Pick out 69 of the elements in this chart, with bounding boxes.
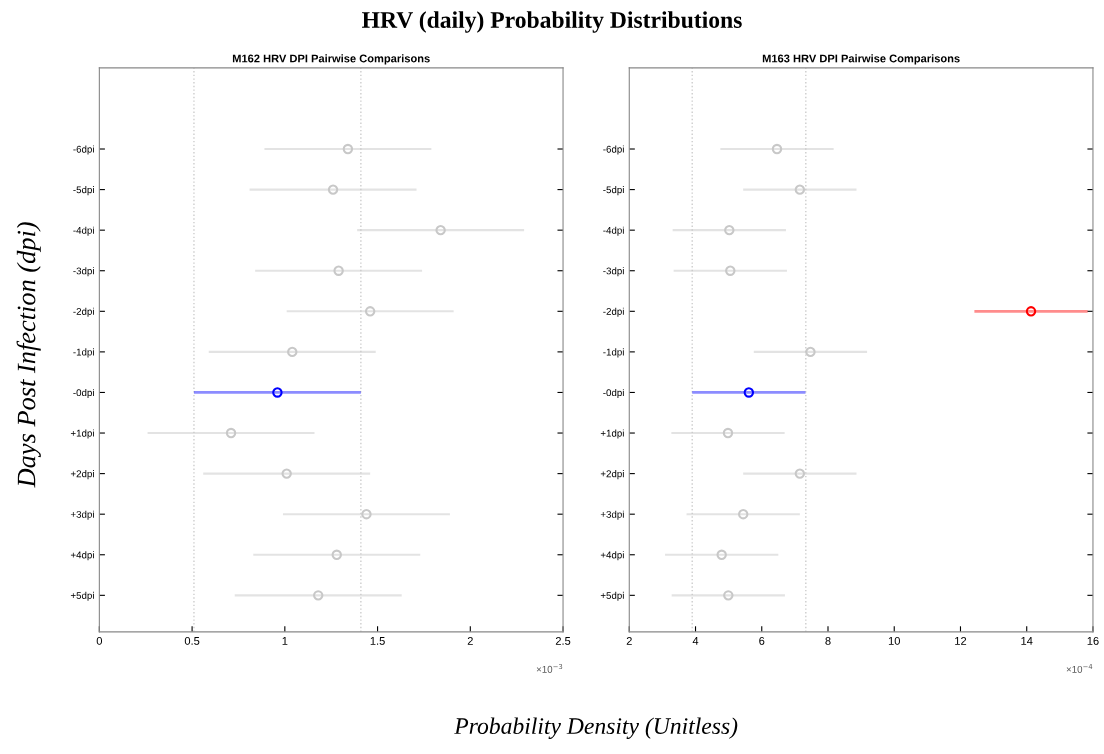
text: Days Post Infection (dpi)	[16, 222, 41, 488]
point	[361, 508, 372, 520]
x-tick-label: 14	[1021, 637, 1033, 645]
y-tick-label: +3dpi	[600, 510, 624, 520]
text: ×10$^{−4}$	[1066, 663, 1093, 673]
y-tick-label: +1dpi	[70, 429, 94, 439]
y-tick-label: -0dpi	[603, 388, 624, 398]
y-tick-label: +5dpi	[600, 591, 624, 601]
x-tick-label: 4	[692, 637, 699, 645]
point	[725, 265, 736, 276]
x-tick-label: 6	[759, 637, 765, 645]
x-tick-label: 2.5	[555, 637, 571, 645]
y-tick-label: -6dpi	[73, 145, 94, 155]
x-tick-label: 0	[96, 637, 103, 645]
text: ×10$^{−3}$	[536, 663, 563, 673]
point	[342, 143, 354, 155]
y-tick-label: +3dpi	[70, 510, 94, 520]
chart-title: M162 HRV DPI Pairwise Comparisons	[232, 54, 430, 65]
y-tick-label: -5dpi	[603, 186, 624, 196]
y-tick-label: -2dpi	[73, 307, 94, 317]
x-tick-label: 10	[888, 637, 900, 645]
point	[313, 590, 324, 601]
x-tick-label: 0.5	[184, 637, 200, 645]
y-tick-label: -4dpi	[73, 226, 94, 236]
x-tick-label: 16	[1087, 637, 1099, 645]
point	[272, 387, 283, 398]
x-tick-label: 2	[626, 637, 632, 645]
point	[738, 508, 749, 520]
point	[333, 265, 344, 276]
y-tick-label: -1dpi	[603, 348, 624, 358]
point	[724, 224, 735, 236]
y-tick-label: -1dpi	[73, 348, 94, 358]
x-tick-label: 8	[825, 637, 831, 645]
point	[716, 549, 727, 560]
y-tick-label: +5dpi	[70, 591, 94, 601]
point	[794, 184, 806, 195]
x-tick-label: 2	[467, 637, 473, 645]
y-tick-label: +4dpi	[70, 551, 94, 561]
point	[723, 590, 734, 601]
y-tick-label: +4dpi	[600, 551, 624, 561]
point	[743, 387, 755, 398]
y-tick-label: +2dpi	[600, 470, 624, 480]
text: Probability Density (Unitless)	[454, 717, 738, 739]
x-tick-label: 1.5	[370, 637, 385, 645]
point	[327, 184, 339, 195]
y-tick-label: +2dpi	[70, 470, 94, 480]
x-tick-label: 12	[955, 637, 967, 645]
y-tick-label: +1dpi	[600, 429, 624, 439]
y-tick-label: -3dpi	[603, 267, 624, 277]
y-tick-label: -3dpi	[73, 267, 94, 277]
y-tick-label: -4dpi	[603, 226, 624, 236]
point	[331, 549, 342, 560]
x-tick-label: 1	[282, 637, 288, 645]
point	[287, 346, 298, 358]
point	[1025, 306, 1037, 317]
chart-title: M163 HRV DPI Pairwise Comparisons	[762, 54, 960, 65]
point	[364, 306, 376, 317]
point	[794, 468, 806, 479]
point	[805, 346, 816, 358]
y-tick-label: -2dpi	[603, 307, 624, 317]
y-tick-label: -0dpi	[73, 388, 94, 398]
text: HRV (daily) Probability Distributions	[362, 11, 742, 33]
y-tick-label: -5dpi	[73, 186, 94, 196]
y-tick-label: -6dpi	[603, 145, 624, 155]
point	[281, 468, 292, 479]
point	[722, 427, 734, 439]
point	[435, 224, 446, 236]
point	[771, 143, 783, 155]
point	[225, 427, 237, 439]
